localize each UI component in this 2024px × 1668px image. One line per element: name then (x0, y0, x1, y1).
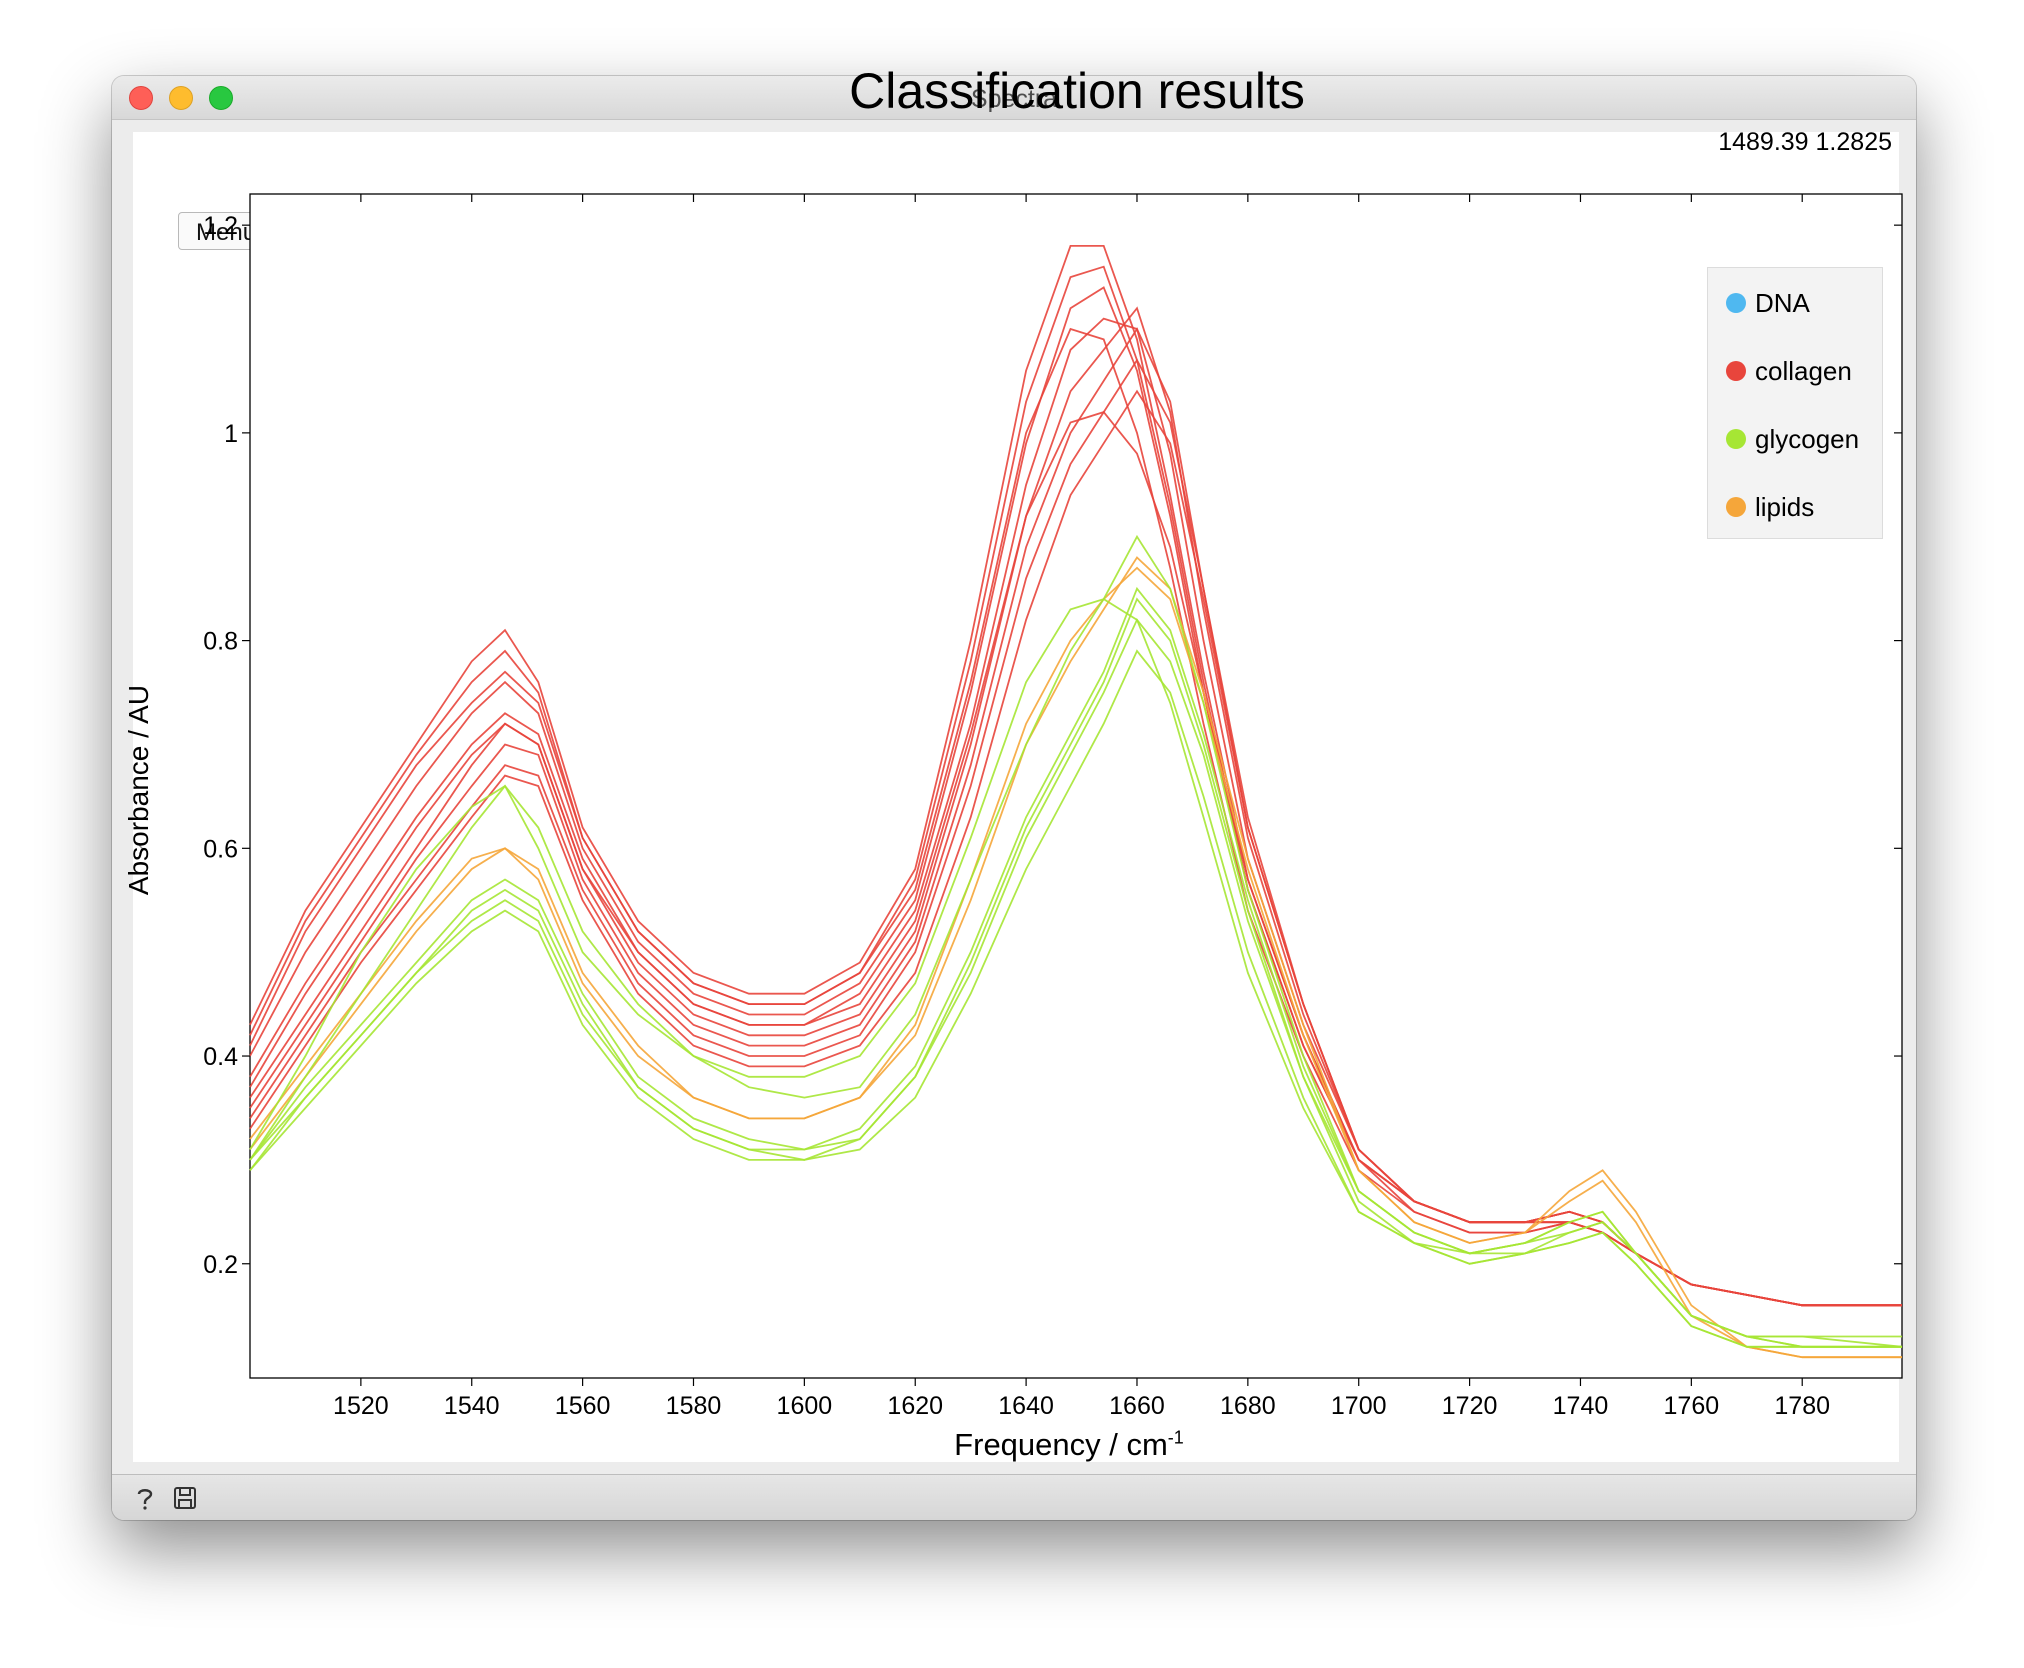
y-tick-label-2: 0.6 (203, 835, 238, 863)
x-axis-label: Frequency / cm-1 (954, 1427, 1184, 1463)
legend-marker-collagen (1726, 361, 1746, 381)
y-axis-label: Absorbance / AU (123, 684, 154, 896)
spectrum-line-lipids-10 (249, 566, 1902, 1359)
spectrum-line-glycogen-17 (249, 598, 1902, 1348)
legend-item-collagen[interactable]: collagen (1726, 356, 1852, 386)
x-tick-label-1660: 1660 (1109, 1392, 1165, 1420)
title-bar: Spectra (112, 76, 1916, 120)
x-tick-label-1760: 1760 (1664, 1392, 1720, 1420)
x-tick-label-1620: 1620 (887, 1392, 943, 1420)
y-tick-label-0: 0.2 (203, 1251, 238, 1279)
x-axis-label-superscript: -1 (1167, 1427, 1184, 1448)
x-tick-label-1580: 1580 (666, 1392, 722, 1420)
legend-label-glycogen: glycogen (1755, 423, 1860, 454)
plot-frame (249, 193, 1903, 1379)
spectrum-line-glycogen-13 (249, 597, 1903, 1348)
legend-label-dna: DNA (1755, 287, 1810, 318)
legend: DNA collagen glycogen lipids (1707, 267, 1883, 539)
x-tick-label-1560: 1560 (555, 1392, 611, 1420)
x-tick-label-1700: 1700 (1331, 1392, 1387, 1420)
window-title: Spectra (970, 85, 1058, 113)
x-tick-label-1600: 1600 (777, 1392, 833, 1420)
status-bar (112, 1474, 1916, 1520)
menu-label: Menu (196, 219, 257, 246)
legend-item-glycogen[interactable]: glycogen (1726, 424, 1859, 454)
legend-item-dna[interactable]: DNA (1726, 288, 1810, 318)
spectrum-line-lipids-11 (249, 556, 1902, 1359)
legend-marker-glycogen (1726, 429, 1746, 449)
x-tick-label-1520: 1520 (333, 1392, 389, 1420)
x-tick-label-1640: 1640 (998, 1392, 1054, 1420)
x-axis-label-text: Frequency / cm (954, 1427, 1168, 1462)
legend-marker-dna (1726, 293, 1746, 313)
legend-label-collagen: collagen (1755, 355, 1852, 386)
coordinate-readout: 1489.39 1.2825 (1718, 128, 1892, 156)
legend-marker-lipids (1726, 497, 1746, 517)
zoom-button[interactable] (209, 86, 233, 110)
y-tick-label-5: 1.2 (203, 212, 238, 240)
save-icon[interactable] (172, 1485, 198, 1511)
y-tick-label-3: 0.8 (203, 628, 238, 656)
x-tick-label-1740: 1740 (1553, 1392, 1609, 1420)
x-tick-label-1540: 1540 (444, 1392, 500, 1420)
chevron-right-icon[interactable]: › (138, 838, 145, 860)
plot-title: Classification results (849, 63, 1305, 119)
close-button[interactable] (129, 86, 153, 110)
help-icon[interactable] (132, 1485, 158, 1511)
spectrum-line-glycogen-15 (249, 534, 1902, 1348)
y-tick-label-1: 0.4 (203, 1043, 238, 1071)
y-tick-label-4: 1 (224, 420, 238, 448)
x-tick-label-1680: 1680 (1220, 1392, 1276, 1420)
legend-label-lipids: lipids (1755, 491, 1815, 522)
minimize-button[interactable] (169, 86, 193, 110)
x-tick-label-1780: 1780 (1774, 1392, 1830, 1420)
x-tick-label-1720: 1720 (1442, 1392, 1498, 1420)
legend-item-lipids[interactable]: lipids (1726, 492, 1814, 522)
